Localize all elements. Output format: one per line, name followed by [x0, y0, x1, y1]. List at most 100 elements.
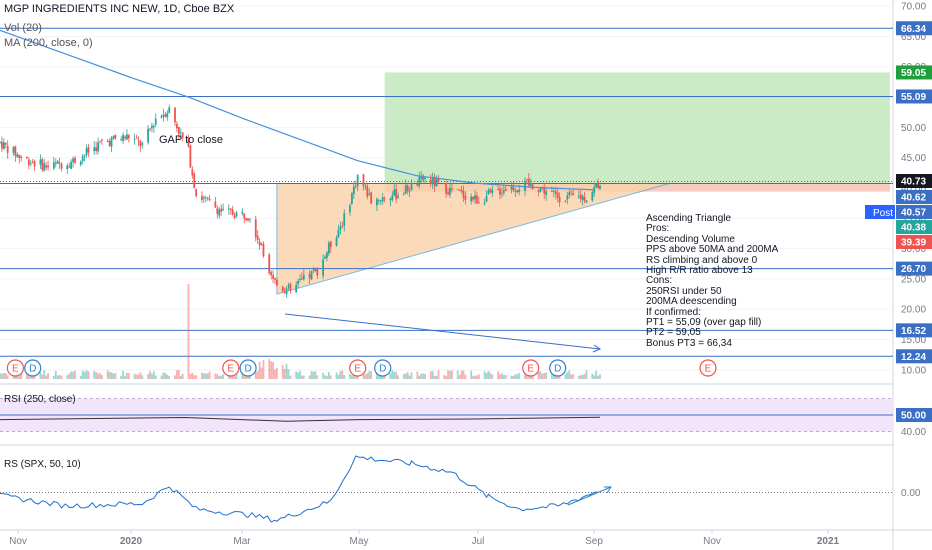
candle: [181, 132, 184, 138]
price-label-text: 16.52: [901, 326, 926, 337]
volume-bar: [301, 375, 303, 379]
volume-bar: [595, 370, 598, 379]
candle: [268, 254, 271, 274]
candle: [393, 189, 396, 196]
volume-bar: [0, 373, 1, 379]
volume-bar: [295, 371, 298, 379]
volume-bar: [85, 370, 88, 379]
candle: [4, 143, 7, 145]
candle: [376, 199, 378, 206]
candle: [97, 142, 99, 152]
candle: [191, 169, 194, 176]
price-label-badge: [896, 205, 932, 219]
volume-bar: [164, 373, 167, 379]
candle: [418, 177, 421, 186]
candle: [301, 278, 303, 280]
candle: [79, 161, 82, 165]
volume-bar: [312, 371, 315, 379]
candle: [429, 179, 432, 185]
candle: [341, 225, 344, 227]
volume-bar: [254, 371, 257, 379]
volume-bar: [79, 375, 82, 379]
volume-bar: [283, 369, 286, 379]
candle: [14, 146, 17, 156]
candle: [435, 179, 438, 187]
projection-arrow-head: [592, 344, 602, 353]
candle: [110, 137, 113, 147]
candle: [262, 243, 265, 257]
volume-bar: [154, 375, 157, 379]
volume-bar: [526, 374, 528, 379]
candle: [270, 272, 273, 276]
volume-bar: [126, 372, 128, 379]
candle: [126, 134, 128, 140]
candle: [81, 156, 84, 162]
candle: [487, 190, 490, 195]
volume-bar: [554, 375, 557, 379]
volume-bar: [174, 375, 176, 379]
event-marker-label: D: [379, 364, 386, 375]
price-label-text: 66.34: [901, 24, 926, 35]
volume-bar: [297, 372, 299, 379]
volume-bar: [52, 375, 55, 379]
volume-bar: [393, 371, 396, 379]
note-line: PT1 = 55,09 (over gap fill): [646, 317, 762, 329]
event-marker-label: E: [705, 364, 712, 375]
volume-bar: [512, 375, 515, 379]
candle: [85, 148, 88, 156]
candle: [222, 208, 224, 211]
volume-bar: [364, 374, 367, 379]
rs-trend-arrow: [567, 486, 612, 506]
candle: [137, 139, 140, 141]
volume-bar: [204, 373, 207, 379]
volume-bar: [377, 372, 380, 379]
volume-bar: [443, 375, 446, 379]
candle: [539, 188, 542, 192]
candle: [327, 242, 330, 254]
volume-bar: [31, 374, 34, 379]
volume-bar: [577, 375, 580, 379]
volume-bar: [179, 375, 182, 379]
earnings-marker: [6, 359, 24, 377]
volume-bar: [133, 373, 136, 379]
candle: [397, 195, 399, 198]
price-label-badge: [896, 174, 932, 188]
candle: [552, 191, 555, 192]
candle: [566, 195, 569, 200]
price-tick-label: 70.00: [901, 2, 926, 13]
time-tick-label: 2020: [120, 536, 143, 547]
rsi-title: RSI (250, close): [4, 394, 76, 405]
candle: [512, 187, 515, 191]
volume-bar: [2, 373, 5, 379]
volume-bar: [433, 375, 436, 379]
candle: [281, 286, 284, 292]
candle: [514, 190, 517, 192]
candle: [231, 209, 234, 215]
volume-bar: [135, 374, 138, 379]
volume-bar: [579, 375, 582, 379]
candle: [72, 158, 74, 162]
candle: [154, 118, 157, 125]
candle: [310, 271, 313, 280]
candle: [299, 279, 301, 281]
volume-bar: [464, 374, 467, 379]
volume-bar: [268, 359, 271, 379]
event-marker-label: D: [244, 364, 251, 375]
volume-bar: [329, 375, 332, 379]
volume-bar: [472, 375, 474, 379]
volume-bar: [402, 374, 405, 379]
candle: [406, 185, 409, 192]
volume-bar: [420, 373, 423, 379]
candle: [322, 259, 324, 276]
candle: [379, 200, 382, 202]
time-tick-label: Sep: [585, 536, 603, 547]
price-label-text: 55.09: [901, 92, 926, 103]
price-label-text: 12.24: [901, 352, 926, 363]
volume-bar: [124, 375, 126, 379]
volume-bar: [383, 375, 386, 379]
candle: [258, 241, 261, 246]
dividend-marker: [24, 359, 42, 377]
note-line: If confirmed:: [646, 306, 702, 318]
candle: [249, 219, 251, 221]
